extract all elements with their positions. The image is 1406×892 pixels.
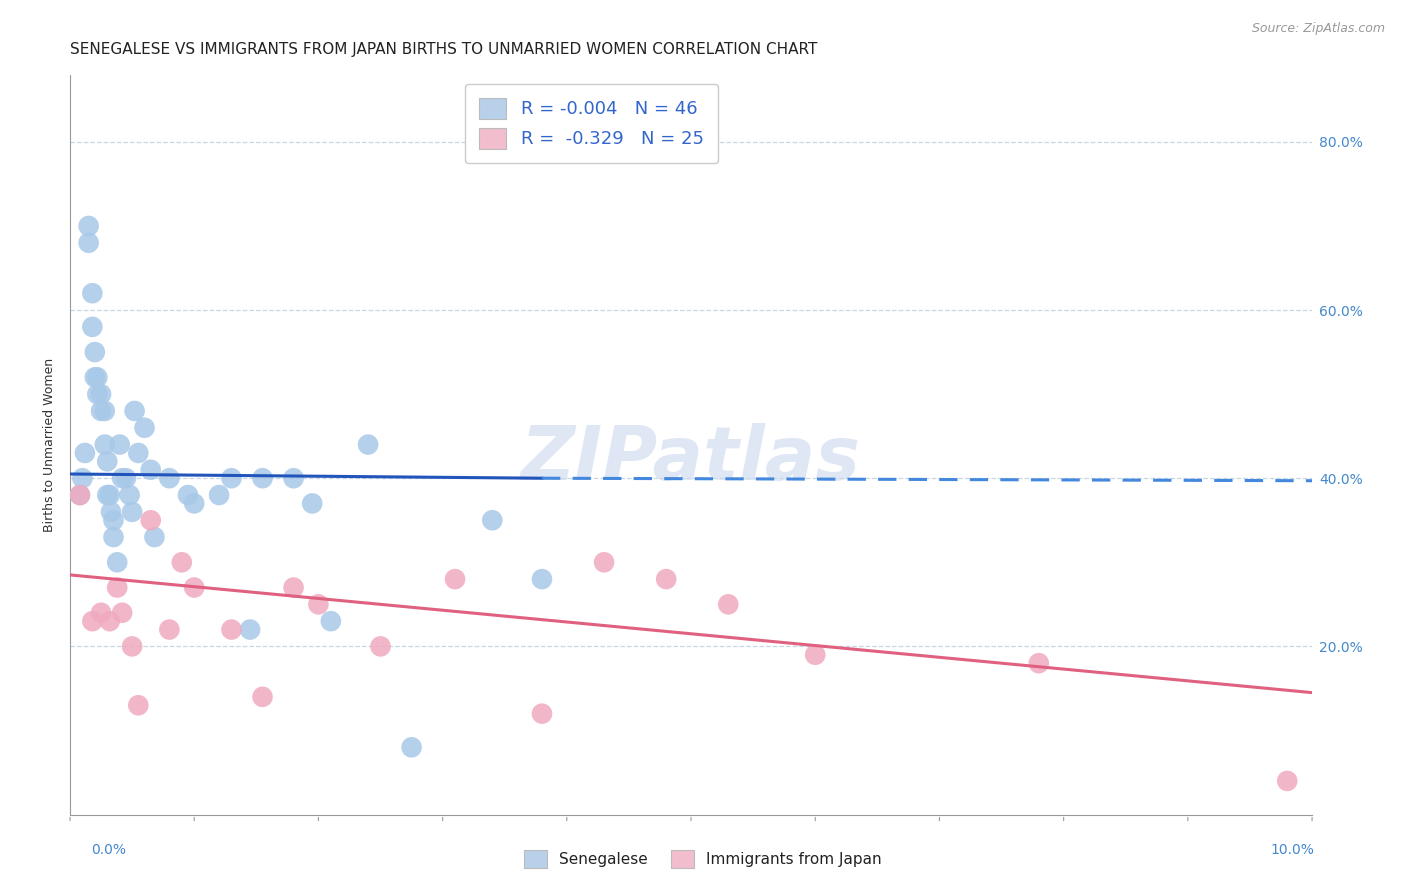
Point [111,606,134,620]
Point [96,488,118,502]
Legend: R = -0.004   N = 46, R =  -0.329   N = 25: R = -0.004 N = 46, R = -0.329 N = 25 [465,84,718,163]
Point [157,623,180,637]
Point [357,437,380,451]
Point [121,505,143,519]
Point [530,572,553,586]
Point [1028,657,1050,671]
Point [319,614,342,628]
Text: 10.0%: 10.0% [1271,843,1315,857]
Point [717,598,740,612]
Point [90,606,112,620]
Point [127,698,149,713]
Point [183,581,205,595]
Point [82,614,104,628]
Point [401,740,423,755]
Point [100,505,122,519]
Point [90,387,112,401]
Point [143,530,166,544]
Point [103,530,125,544]
Point [655,572,678,586]
Point [86,370,108,384]
Point [593,555,616,569]
Point [108,437,131,451]
Point [118,488,141,502]
Point [94,437,117,451]
Point [115,471,138,485]
Point [121,640,143,654]
Point [105,581,128,595]
Point [90,404,112,418]
Point [111,471,134,485]
Point [134,421,156,435]
Point [77,235,100,250]
Point [239,623,262,637]
Text: SENEGALESE VS IMMIGRANTS FROM JAPAN BIRTHS TO UNMARRIED WOMEN CORRELATION CHART: SENEGALESE VS IMMIGRANTS FROM JAPAN BIRT… [70,42,817,57]
Point [105,555,128,569]
Point [283,581,305,595]
Text: 0.0%: 0.0% [91,843,127,857]
Point [82,319,104,334]
Point [69,488,91,502]
Point [157,471,180,485]
Text: ZIPatlas: ZIPatlas [522,423,860,496]
Point [301,496,323,510]
Point [83,370,105,384]
Point [221,471,243,485]
Point [530,706,553,721]
Point [127,446,149,460]
Point [252,690,274,704]
Point [86,387,108,401]
Point [96,454,118,468]
Point [170,555,193,569]
Point [283,471,305,485]
Point [124,404,146,418]
Point [83,345,105,359]
Point [77,219,100,233]
Point [82,286,104,301]
Y-axis label: Births to Unmarried Women: Births to Unmarried Women [44,358,56,532]
Point [177,488,200,502]
Point [98,614,121,628]
Point [139,463,162,477]
Point [183,496,205,510]
Point [139,513,162,527]
Point [98,488,121,502]
Point [804,648,827,662]
Point [103,513,125,527]
Text: Source: ZipAtlas.com: Source: ZipAtlas.com [1251,22,1385,36]
Point [69,488,91,502]
Point [481,513,503,527]
Point [1277,773,1299,788]
Point [94,404,117,418]
Legend: Senegalese, Immigrants from Japan: Senegalese, Immigrants from Japan [516,843,890,875]
Point [307,598,329,612]
Point [221,623,243,637]
Point [72,471,94,485]
Point [444,572,467,586]
Point [370,640,392,654]
Point [208,488,231,502]
Point [252,471,274,485]
Point [73,446,96,460]
